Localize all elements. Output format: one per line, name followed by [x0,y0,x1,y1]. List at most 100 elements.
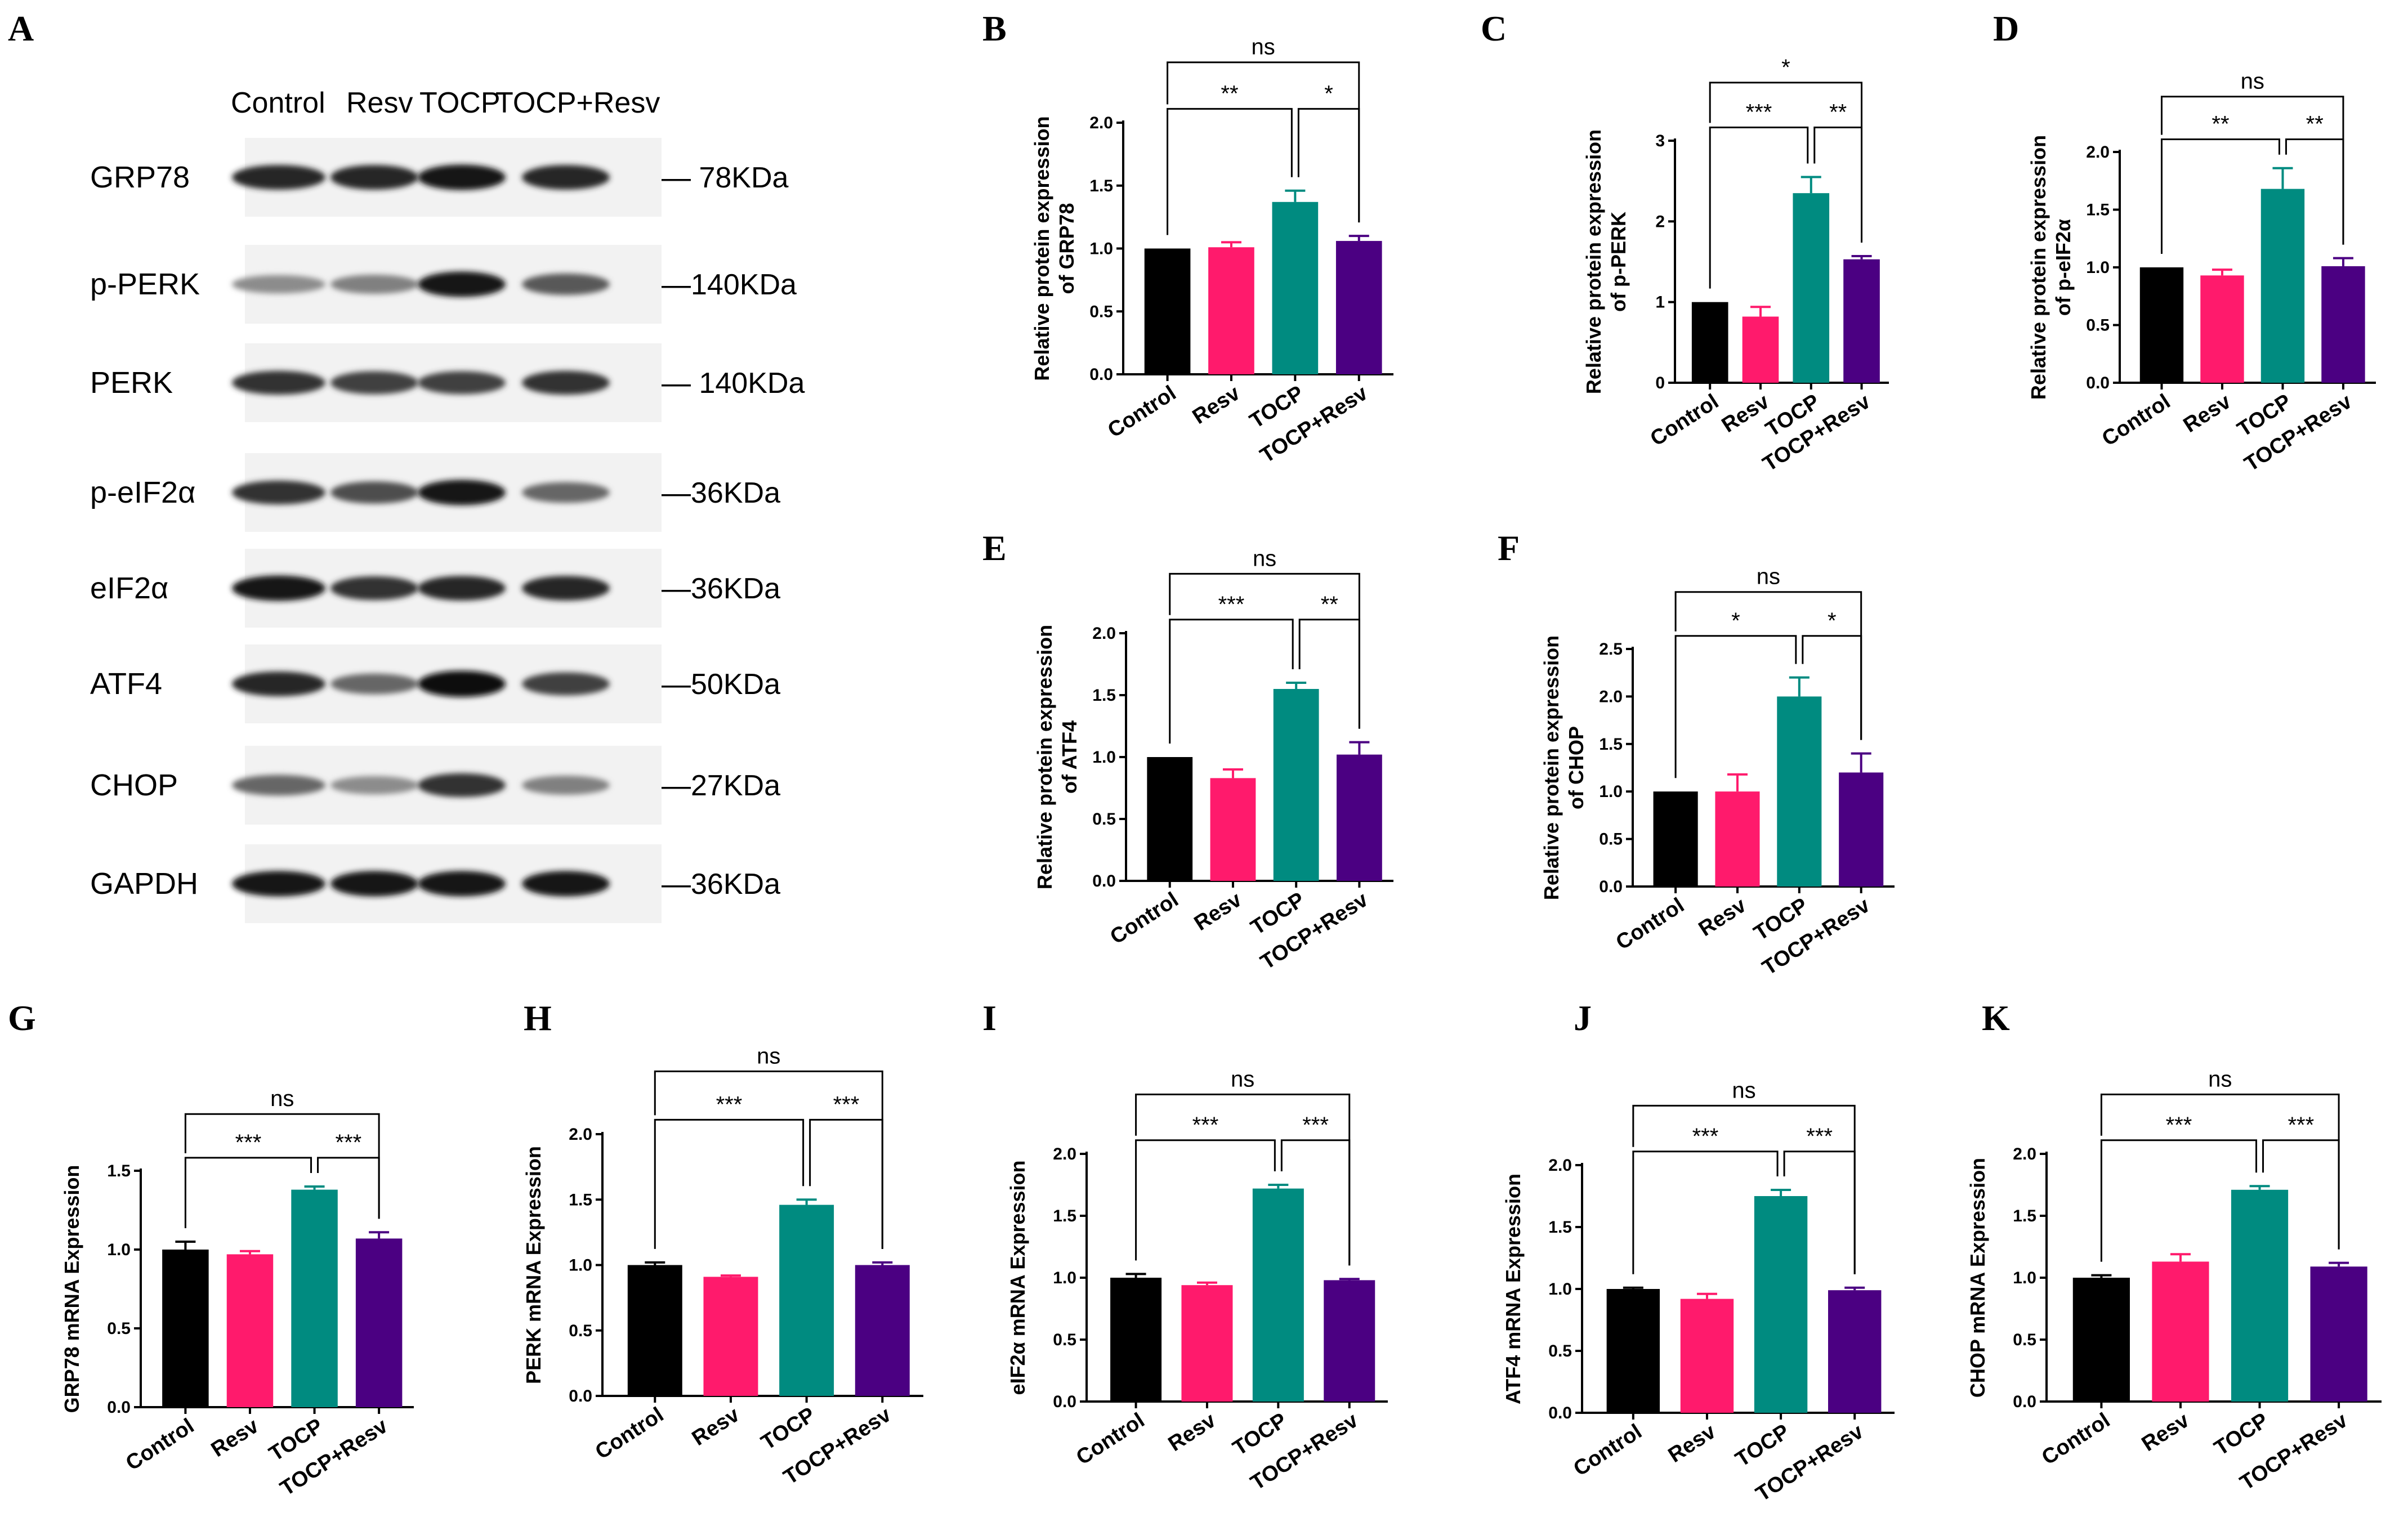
y-tick-label: 1.5 [1053,1207,1076,1225]
chart-i: I 0.0 0.5 1.0 1.5 2.0 eIF2α mRNA Expression Con… [982,998,1388,1495]
significance-bracket: ns [2100,1067,2340,1250]
blot-band [330,776,418,795]
y-tick-label: 2.0 [2013,1145,2036,1163]
x-category-control: Control [591,1403,668,1464]
y-axis-label: GRP78 mRNA Expression [60,1165,83,1413]
chart-h: H 0.0 0.5 1.0 1.5 2.0 PERK mRNA Expression Cont… [522,998,923,1489]
bracket-line [1167,108,1293,235]
blot-band [418,371,506,395]
blot-row-chop: CHOP —27KDa [90,746,780,825]
x-category-resv: Resv [1164,1408,1220,1456]
blot-label: ATF4 [90,667,162,701]
y-axis-label: CHOP mRNA Expression [1966,1158,1989,1398]
chart-e: E 0.0 0.5 1.0 1.5 2.0 Relative protein express… [982,528,1393,974]
significance-bracket: ns [2160,69,2344,245]
y-axis-label-line: PERK mRNA Expression [522,1146,545,1384]
blot-label: p-eIF2α [90,476,195,509]
bracket-line [2160,138,2280,254]
blot-band [522,871,610,897]
y-tick-label: 1.5 [569,1190,592,1209]
y-tick-label: 1.0 [1548,1280,1572,1299]
lane-label-tocp-resv: TOCP+Resv [495,87,660,119]
y-tick-label: 2.0 [1599,687,1623,706]
panel-letter-i: I [982,998,997,1038]
y-tick-label: 0.5 [1599,830,1623,849]
y-tick-label: 0.5 [2086,316,2110,335]
bracket-line [654,1118,805,1249]
bar-tocp-resv [855,1265,910,1396]
significance-label: ns [1231,1067,1254,1091]
significance-label: ns [1253,546,1276,571]
y-tick-label: 0.5 [107,1319,131,1338]
bracket-line [317,1157,380,1219]
bar-control [1691,302,1728,383]
significance-bracket: ** [1813,100,1863,243]
bar-tocp [291,1189,338,1407]
significance-label: ns [1732,1078,1755,1103]
significance-label: *** [2288,1113,2314,1138]
significance-bracket: *** [1280,1113,1351,1266]
blot-row-perk: PERK — 140KDa [90,343,805,422]
significance-bracket: ns [1632,1078,1856,1274]
bracket-line [2262,1139,2340,1250]
blot-label: CHOP [90,768,178,802]
bar-tocp-resv [1839,772,1884,887]
x-category-resv: Resv [207,1414,263,1462]
significance-bracket: ns [654,1044,883,1249]
significance-label: * [1781,55,1790,80]
significance-label: * [1324,81,1333,106]
panel-letter-h: H [524,998,552,1038]
bracket-line [1813,126,1863,243]
bar-control [1653,791,1698,887]
blot-band [330,673,418,695]
significance-bracket: *** [317,1130,380,1219]
bar-resv [1742,316,1779,383]
y-tick-label: 1.0 [1053,1269,1076,1287]
y-axis-label: Relative protein expressionof ATF4 [1033,625,1081,889]
y-tick-label: 2.0 [1053,1145,1076,1163]
bar-tocp [2231,1189,2289,1402]
bracket-line [1674,635,1797,778]
significance-label: ns [757,1044,780,1068]
y-tick-label: 0.5 [1548,1342,1572,1360]
bar-tocp [1777,696,1822,887]
significance-label: * [1828,608,1837,633]
bar-resv [1208,247,1254,374]
y-tick-label: 0.0 [2013,1393,2036,1411]
y-tick-label: 1.0 [569,1256,592,1275]
y-tick-label: 0.5 [569,1322,592,1340]
y-tick-label: 0.0 [1092,872,1116,890]
blot-band [330,371,418,395]
bar-control [1110,1278,1162,1402]
significance-label: ns [1757,565,1780,589]
bar-tocp-resv [1337,754,1382,881]
blot-band [418,773,506,798]
x-category-resv: Resv [2179,390,2235,437]
x-category-control: Control [1612,893,1688,955]
significance-label: *** [1192,1113,1219,1138]
blot-band [522,273,610,296]
y-axis-label: eIF2α mRNA Expression [1006,1161,1029,1395]
y-tick-label: 0.5 [1053,1331,1076,1349]
molecular-weight-label: —27KDa [662,769,780,802]
y-tick-label: 1.5 [2013,1207,2036,1225]
significance-label: *** [1746,100,1772,124]
significance-bracket: * [1709,55,1863,243]
bar-tocp-resv [1324,1280,1375,1402]
significance-label: ns [2208,1067,2232,1091]
chart-b: B 0.0 0.5 1.0 1.5 2.0 Relative protein express… [982,8,1393,468]
y-tick-label: 0.0 [1548,1404,1572,1422]
bar-control [2139,267,2184,383]
y-tick-label: 2 [1655,212,1665,231]
bar-tocp-resv [1335,241,1382,374]
significance-label: *** [833,1092,860,1117]
y-axis-label: ATF4 mRNA Expression [1502,1174,1525,1404]
blot-band [232,370,325,395]
x-category-tocp: TOCP [2210,1408,2273,1460]
chart-g: G 0.0 0.5 1.0 1.5 GRP78 mRNA Expression Contro… [8,998,414,1501]
significance-bracket: *** [1632,1124,1779,1274]
significance-label: ns [270,1086,294,1111]
y-tick-label: 2.0 [2086,143,2110,162]
panel-letter-d: D [1993,8,2019,48]
significance-label: *** [1218,592,1245,617]
